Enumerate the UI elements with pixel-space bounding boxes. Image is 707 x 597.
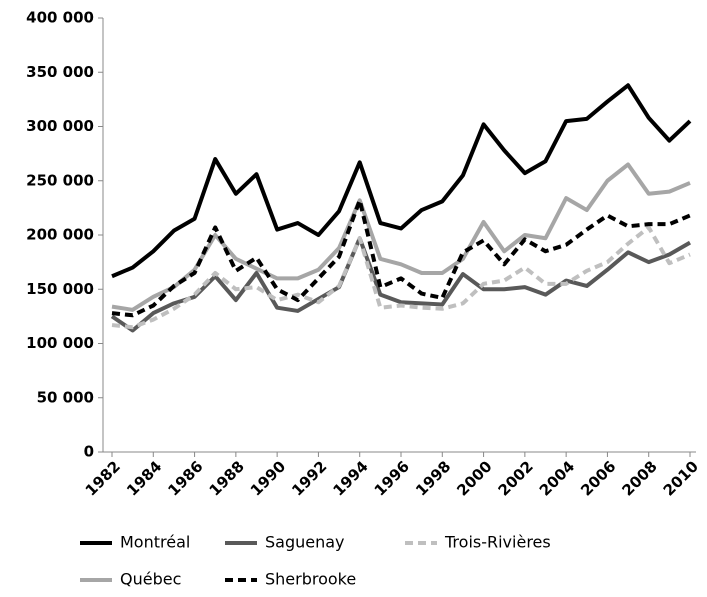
y-tick-label: 0 xyxy=(84,443,94,461)
y-tick-label: 250 000 xyxy=(26,171,94,189)
x-tick-label: 2000 xyxy=(453,457,495,499)
y-tick-label: 300 000 xyxy=(26,117,94,135)
y-tick-label: 350 000 xyxy=(26,63,94,81)
x-tick-label: 1998 xyxy=(412,457,454,499)
y-tick-label: 200 000 xyxy=(26,226,94,244)
legend-label: Saguenay xyxy=(265,533,345,552)
y-tick-label: 100 000 xyxy=(26,334,94,352)
series-line xyxy=(111,198,691,318)
x-tick-label: 1982 xyxy=(82,457,124,499)
legend-label: Sherbrooke xyxy=(265,570,356,589)
x-tick-label: 1996 xyxy=(371,457,413,499)
y-tick-label: 50 000 xyxy=(37,388,94,406)
series-line xyxy=(110,236,692,333)
y-tick-label: 150 000 xyxy=(26,280,94,298)
series-line xyxy=(111,83,692,279)
x-tick-label: 1986 xyxy=(164,457,206,499)
legend-label: Montréal xyxy=(120,533,190,552)
legend-label: Québec xyxy=(120,570,181,589)
x-tick-label: 2004 xyxy=(536,457,578,499)
x-tick-label: 2008 xyxy=(618,457,660,499)
legend-label: Trois-Rivières xyxy=(444,533,551,552)
x-tick-label: 2006 xyxy=(577,457,619,499)
x-tick-label: 1992 xyxy=(288,457,330,499)
y-tick-label: 400 000 xyxy=(26,9,94,27)
series-line xyxy=(111,162,691,312)
x-tick-label: 1994 xyxy=(329,457,371,499)
series-line xyxy=(111,225,691,330)
x-tick-label: 2002 xyxy=(495,457,537,499)
x-tick-label: 1988 xyxy=(206,457,248,499)
x-tick-label: 1990 xyxy=(247,457,289,499)
x-tick-label: 2010 xyxy=(660,457,702,499)
x-tick-label: 1984 xyxy=(123,457,165,499)
